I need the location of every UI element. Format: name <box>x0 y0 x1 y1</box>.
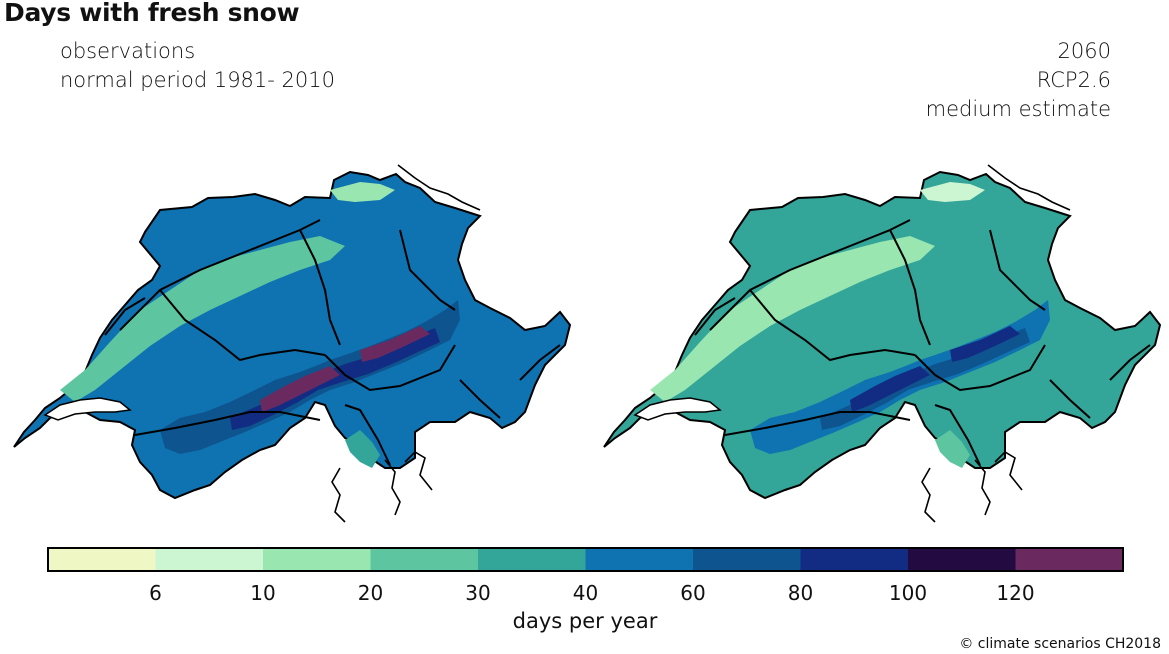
map-observations <box>13 164 571 523</box>
left-caption-line-1: observations <box>60 39 196 63</box>
colorbar-tick-label: 30 <box>465 581 490 605</box>
left-caption-line-2: normal period 1981- 2010 <box>60 68 335 92</box>
left-panel-caption: observations normal period 1981- 2010 <box>60 37 335 95</box>
colorbar-swatch <box>585 548 694 571</box>
right-caption-line-3: medium estimate <box>925 97 1111 121</box>
colorbar-swatch <box>1015 548 1124 571</box>
colorbar-tick-label: 40 <box>573 581 598 605</box>
colorbar-tick-label: 120 <box>996 581 1034 605</box>
colorbar-swatch <box>800 548 909 571</box>
map-2060-rcp26 <box>603 164 1161 523</box>
colorbar-tick-label: 10 <box>250 581 275 605</box>
right-panel-caption: 2060 RCP2.6 medium estimate <box>926 37 1111 124</box>
switzerland-maps <box>13 164 1161 523</box>
colorbar-swatch <box>48 548 156 571</box>
colorbar: 6 10 20 30 40 60 80 100 120 days per year <box>47 547 1124 633</box>
colorbar-swatch <box>370 548 479 571</box>
colorbar-tick-label: 80 <box>788 581 813 605</box>
colorbar-swatch <box>263 548 371 571</box>
right-caption-line-2: RCP2.6 <box>1036 68 1111 92</box>
colorbar-label: days per year <box>513 609 658 633</box>
colorbar-swatch <box>155 548 264 571</box>
colorbar-tick-label: 60 <box>680 581 705 605</box>
copyright-credit: © climate scenarios CH2018 <box>959 636 1161 652</box>
colorbar-ticks: 6 10 20 30 40 60 80 100 120 <box>149 581 1034 605</box>
map-title: Days with fresh snow <box>4 0 300 27</box>
colorbar-frame <box>47 547 1124 572</box>
right-caption-line-1: 2060 <box>1057 39 1111 63</box>
colorbar-swatch <box>908 548 1016 571</box>
colorbar-swatch <box>693 548 801 571</box>
colorbar-swatches <box>48 548 1124 571</box>
colorbar-tick-label: 100 <box>889 581 927 605</box>
colorbar-swatch <box>478 548 586 571</box>
colorbar-tick-label: 20 <box>358 581 383 605</box>
colorbar-tick-label: 6 <box>149 581 162 605</box>
